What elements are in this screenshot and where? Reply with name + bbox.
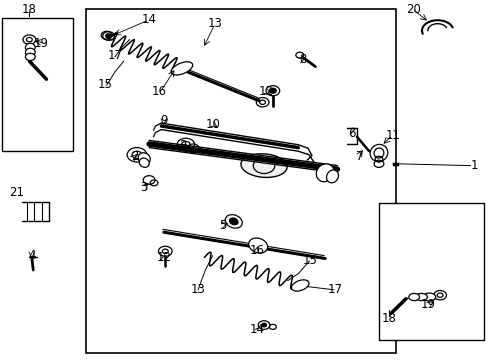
Ellipse shape [422, 293, 435, 301]
Text: 13: 13 [190, 283, 205, 296]
Ellipse shape [373, 148, 383, 158]
Ellipse shape [225, 215, 242, 228]
Text: 2: 2 [179, 139, 187, 152]
Text: 19: 19 [420, 298, 434, 311]
Ellipse shape [316, 164, 333, 182]
Circle shape [105, 34, 111, 38]
Text: 21: 21 [10, 186, 24, 199]
Ellipse shape [171, 62, 192, 75]
Text: 6: 6 [347, 127, 355, 140]
Text: 4: 4 [28, 249, 36, 262]
Circle shape [261, 323, 266, 327]
Ellipse shape [291, 280, 308, 291]
Text: 18: 18 [381, 312, 395, 325]
Circle shape [269, 88, 276, 93]
Text: 15: 15 [303, 255, 317, 267]
Text: 1: 1 [469, 159, 477, 172]
Ellipse shape [326, 170, 338, 183]
Ellipse shape [369, 144, 387, 162]
Text: 14: 14 [249, 323, 264, 336]
Text: 12: 12 [156, 251, 171, 264]
Text: 20: 20 [405, 3, 420, 15]
Text: 8: 8 [299, 53, 306, 66]
Text: 15: 15 [98, 78, 112, 91]
Bar [85, 9, 395, 353]
Ellipse shape [139, 158, 149, 167]
Text: 12: 12 [259, 85, 273, 98]
Text: 17: 17 [327, 283, 342, 296]
Ellipse shape [138, 153, 150, 164]
Text: 9: 9 [160, 114, 167, 127]
Text: 18: 18 [22, 3, 37, 15]
Text: 17: 17 [107, 49, 122, 62]
Ellipse shape [408, 293, 419, 301]
Ellipse shape [25, 43, 35, 52]
Ellipse shape [248, 238, 267, 253]
Text: 7: 7 [355, 150, 363, 163]
Text: 16: 16 [151, 85, 166, 98]
Ellipse shape [229, 218, 238, 225]
Text: 11: 11 [386, 129, 400, 141]
Text: 10: 10 [205, 118, 220, 131]
Text: 3: 3 [140, 181, 148, 194]
Ellipse shape [241, 154, 286, 177]
Ellipse shape [25, 48, 35, 56]
Text: 19: 19 [34, 37, 49, 50]
Ellipse shape [415, 293, 427, 301]
Text: 5: 5 [218, 219, 226, 231]
Text: 14: 14 [142, 13, 156, 26]
Bar [2, 18, 73, 151]
Text: 13: 13 [207, 17, 222, 30]
Text: 16: 16 [249, 244, 264, 257]
Ellipse shape [25, 53, 35, 60]
Text: 2: 2 [130, 150, 138, 163]
Bar [378, 203, 483, 340]
